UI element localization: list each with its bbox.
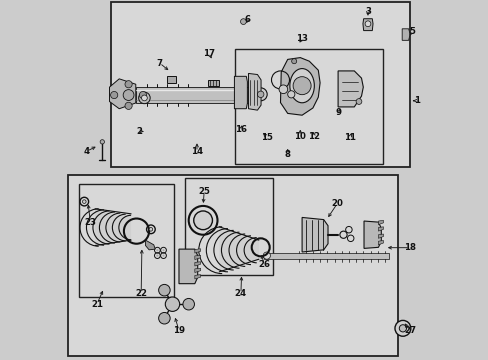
Polygon shape: [248, 73, 261, 110]
Text: 4: 4: [83, 147, 90, 156]
Text: 11: 11: [343, 133, 355, 142]
Text: 18: 18: [403, 243, 415, 252]
Circle shape: [355, 99, 361, 104]
Circle shape: [394, 320, 410, 336]
Polygon shape: [378, 234, 383, 238]
Text: 17: 17: [203, 49, 215, 58]
Polygon shape: [264, 253, 387, 259]
Polygon shape: [95, 209, 131, 246]
Text: 8: 8: [284, 150, 290, 158]
Polygon shape: [234, 76, 247, 109]
Circle shape: [158, 312, 170, 324]
Polygon shape: [179, 249, 197, 284]
Text: 27: 27: [403, 326, 415, 335]
Ellipse shape: [289, 68, 314, 103]
Polygon shape: [362, 19, 372, 31]
FancyBboxPatch shape: [185, 178, 273, 275]
Polygon shape: [194, 249, 200, 253]
Text: 3: 3: [364, 7, 370, 16]
Polygon shape: [280, 58, 320, 115]
FancyBboxPatch shape: [111, 2, 409, 167]
Circle shape: [165, 297, 179, 311]
Circle shape: [100, 140, 104, 144]
Circle shape: [292, 77, 310, 95]
Circle shape: [263, 252, 270, 259]
Circle shape: [193, 211, 212, 230]
Text: 9: 9: [335, 108, 341, 117]
Circle shape: [110, 91, 118, 99]
Circle shape: [156, 249, 158, 251]
FancyBboxPatch shape: [235, 49, 382, 164]
Circle shape: [183, 298, 194, 310]
Circle shape: [139, 91, 146, 99]
Text: 5: 5: [408, 27, 414, 36]
Text: 12: 12: [307, 132, 319, 141]
Text: 23: 23: [84, 218, 96, 227]
Polygon shape: [194, 262, 200, 266]
Polygon shape: [401, 29, 409, 40]
Polygon shape: [378, 227, 383, 231]
Text: 2: 2: [136, 127, 142, 136]
Polygon shape: [136, 87, 251, 103]
Text: 14: 14: [190, 148, 203, 156]
Polygon shape: [207, 80, 218, 86]
Circle shape: [156, 255, 158, 257]
Circle shape: [141, 95, 147, 101]
Circle shape: [149, 228, 152, 231]
Polygon shape: [219, 227, 258, 272]
Text: 26: 26: [258, 260, 270, 269]
Text: 24: 24: [234, 289, 246, 298]
Circle shape: [125, 81, 132, 88]
Polygon shape: [167, 76, 176, 83]
Circle shape: [291, 59, 296, 64]
Circle shape: [139, 92, 150, 104]
Polygon shape: [194, 275, 200, 279]
Circle shape: [257, 91, 264, 98]
Circle shape: [82, 200, 86, 203]
Polygon shape: [302, 217, 327, 252]
Polygon shape: [194, 268, 200, 273]
Polygon shape: [109, 79, 136, 109]
Polygon shape: [378, 240, 383, 245]
FancyBboxPatch shape: [68, 175, 397, 356]
Text: 16: 16: [234, 125, 246, 134]
Polygon shape: [337, 71, 363, 107]
Text: 21: 21: [91, 300, 102, 309]
Circle shape: [162, 249, 164, 251]
Text: 13: 13: [296, 34, 307, 43]
Text: 6: 6: [244, 15, 250, 24]
Text: 20: 20: [331, 199, 343, 208]
Text: 7: 7: [156, 58, 163, 68]
Circle shape: [158, 284, 170, 296]
Text: 22: 22: [135, 289, 147, 298]
Text: 15: 15: [261, 133, 272, 142]
Circle shape: [162, 255, 164, 257]
Polygon shape: [194, 255, 200, 260]
Circle shape: [254, 88, 266, 101]
Text: 25: 25: [198, 187, 210, 196]
Text: 10: 10: [294, 132, 305, 140]
Circle shape: [399, 325, 406, 332]
Text: 19: 19: [173, 326, 184, 335]
Circle shape: [123, 90, 134, 100]
Circle shape: [365, 21, 370, 27]
FancyBboxPatch shape: [79, 184, 174, 297]
Polygon shape: [363, 221, 381, 248]
Circle shape: [240, 19, 246, 24]
Circle shape: [279, 85, 287, 94]
Circle shape: [125, 102, 132, 109]
Polygon shape: [378, 220, 383, 225]
Text: 1: 1: [413, 96, 419, 105]
Circle shape: [287, 91, 294, 98]
Polygon shape: [145, 240, 155, 250]
